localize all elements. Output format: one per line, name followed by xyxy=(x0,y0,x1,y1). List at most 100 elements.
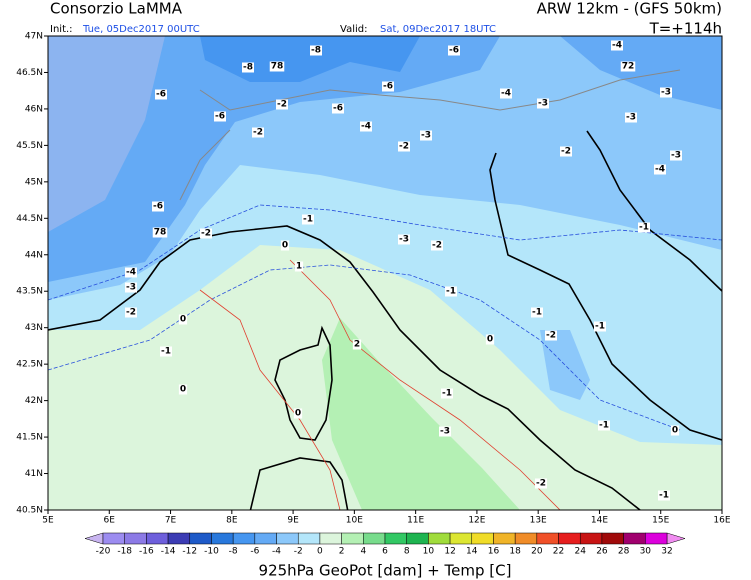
contour-label: -2 xyxy=(536,479,546,489)
colorbar-label: 28 xyxy=(618,547,630,557)
lat-tick-label: 44N xyxy=(25,250,43,260)
contour-label-bg xyxy=(598,420,610,431)
contour-label-bg xyxy=(500,88,512,99)
contour-label: -2 xyxy=(277,100,287,110)
contour-label-bg xyxy=(125,267,137,278)
contour-label: -1 xyxy=(659,491,669,501)
lon-tick-label: 8E xyxy=(226,516,238,526)
contour-label: -6 xyxy=(153,202,163,212)
contour-label: 1 xyxy=(296,262,302,272)
contour-label: -3 xyxy=(126,283,136,293)
contour-label-bg xyxy=(293,408,303,419)
colorbar-label: 14 xyxy=(466,547,478,557)
contour-label: -1 xyxy=(442,389,452,399)
lon-tick-label: 7E xyxy=(165,516,177,526)
contour-label: -2 xyxy=(201,229,211,239)
init-date: Tue, 05Dec2017 00UTC xyxy=(82,24,200,35)
header-title: Consorzio LaMMA xyxy=(50,0,183,18)
lat-tick-label: 45.5N xyxy=(16,141,43,151)
contour-label: 0 xyxy=(282,241,288,251)
lat-tick-label: 43N xyxy=(25,323,43,333)
contour-label-bg xyxy=(294,261,304,272)
lat-tick-label: 40.5N xyxy=(16,506,43,516)
contour-label: -3 xyxy=(626,113,636,123)
contour-label: 0 xyxy=(180,385,186,395)
contour-label: -2 xyxy=(561,147,571,157)
contour-label: -2 xyxy=(546,331,556,341)
colorbar-bin xyxy=(428,532,451,545)
contour-label: 0 xyxy=(487,335,493,345)
contour-label: -1 xyxy=(599,421,609,431)
colorbar-bin xyxy=(471,532,494,545)
lat-tick-label: 43.5N xyxy=(16,287,43,297)
lat-tick-label: 46.5N xyxy=(16,68,43,78)
init-label: Init.: xyxy=(50,24,73,35)
colorbar-bin xyxy=(189,532,212,545)
contour-label-bg xyxy=(152,227,168,238)
lon-tick-label: 15E xyxy=(652,516,669,526)
contour-label: -6 xyxy=(449,46,459,56)
contour-label-bg xyxy=(670,150,682,161)
contour-label: 72 xyxy=(622,62,635,72)
lat-tick-label: 46N xyxy=(25,104,43,114)
contour-label: -2 xyxy=(399,142,409,152)
lon-tick-label: 16E xyxy=(713,516,730,526)
contour-label-bg xyxy=(560,146,572,157)
contour-label-bg xyxy=(280,240,290,251)
contour-label: -4 xyxy=(612,41,622,51)
colorbar-bin xyxy=(363,532,386,545)
colorbar-label: 8 xyxy=(404,547,410,557)
contour-label: -1 xyxy=(303,215,313,225)
contour-label-bg xyxy=(431,240,443,251)
contour-label-bg xyxy=(155,89,167,100)
contour-label: -8 xyxy=(311,46,321,56)
contour-label-bg xyxy=(382,81,394,92)
colorbar-label: 4 xyxy=(360,547,366,557)
model-label: ARW 12km - (GFS 50km) xyxy=(537,0,722,18)
colorbar-bin xyxy=(319,532,342,545)
lat-tick-label: 42.5N xyxy=(16,360,43,370)
contour-label: -3 xyxy=(671,151,681,161)
colorbar-bin xyxy=(102,532,125,545)
contour-label-bg xyxy=(545,330,557,341)
contour-label-bg xyxy=(242,62,254,73)
contour-label: -3 xyxy=(399,235,409,245)
contour-label: 0 xyxy=(672,426,678,436)
contour-label: -8 xyxy=(243,63,253,73)
colorbar-bin xyxy=(384,532,407,545)
contour-label-bg xyxy=(178,384,188,395)
colorbar-bin xyxy=(493,532,516,545)
colorbar-under xyxy=(84,532,104,545)
colorbar-bin xyxy=(341,532,364,545)
contour-label-bg xyxy=(214,111,226,122)
contour-label-bg xyxy=(439,426,451,437)
lon-tick-label: 13E xyxy=(530,516,547,526)
contour-label-bg xyxy=(441,388,453,399)
contour-label-bg xyxy=(352,339,362,350)
colorbar-bin xyxy=(449,532,473,545)
map-area xyxy=(48,36,722,510)
colorbar-label: 32 xyxy=(661,547,672,557)
lat-tick-label: 47N xyxy=(25,32,43,42)
colorbar-bin xyxy=(406,532,429,545)
contour-label-bg xyxy=(670,425,680,436)
contour-label: -4 xyxy=(501,89,511,99)
contour-label: -3 xyxy=(421,131,431,141)
contour-label-bg xyxy=(531,307,543,318)
contour-label: -1 xyxy=(595,322,605,332)
contour-label: -2 xyxy=(126,308,136,318)
colorbar-bin xyxy=(146,532,169,545)
colorbar-bin xyxy=(536,532,559,545)
contour-label-bg xyxy=(152,201,164,212)
contour-label: 0 xyxy=(180,315,186,325)
lon-tick-label: 11E xyxy=(407,516,424,526)
contour-label-bg xyxy=(660,87,672,98)
colorbar-label: -8 xyxy=(229,547,238,557)
lat-tick-label: 44.5N xyxy=(16,214,43,224)
contour-label-bg xyxy=(658,490,670,501)
lon-tick-label: 5E xyxy=(42,516,54,526)
colorbar-label: 2 xyxy=(339,547,345,557)
contour-label-bg xyxy=(445,286,457,297)
contour-label-bg xyxy=(252,127,264,138)
